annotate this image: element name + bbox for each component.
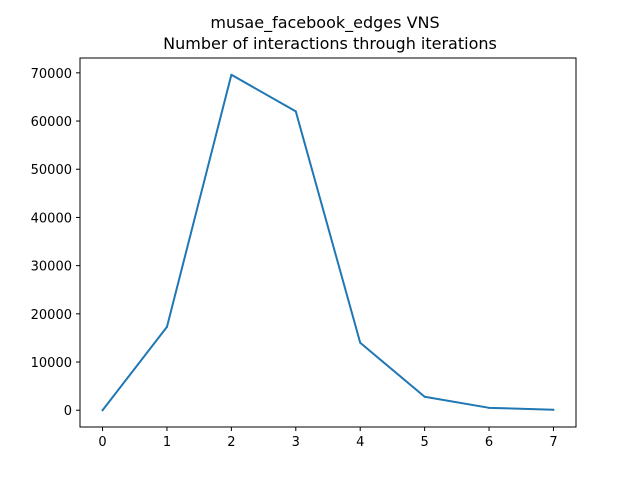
y-tick-label: 0 <box>64 404 72 419</box>
x-tick-label: 3 <box>292 435 300 450</box>
data-point <box>165 325 168 328</box>
x-tick-label: 5 <box>420 435 428 450</box>
y-axis: 0 10000 20000 30000 40000 50000 60000 70000 <box>31 67 80 419</box>
chart-subtitle: Number of interactions through iteration… <box>163 34 497 53</box>
x-tick-label: 1 <box>163 435 171 450</box>
y-tick-label: 70000 <box>31 67 72 82</box>
series-layer <box>101 73 555 412</box>
y-tick-label: 30000 <box>31 260 72 275</box>
data-point <box>294 110 297 113</box>
data-point <box>423 395 426 398</box>
data-point <box>101 409 104 412</box>
x-tick-label: 2 <box>227 435 235 450</box>
x-tick-label: 7 <box>549 435 557 450</box>
chart-title: musae_facebook_edges VNS <box>210 13 439 33</box>
y-tick-label: 40000 <box>31 211 72 226</box>
plot-area <box>79 57 577 428</box>
y-tick-label: 10000 <box>31 356 72 371</box>
x-tick-label: 6 <box>485 435 493 450</box>
y-tick-label: 20000 <box>31 308 72 323</box>
x-tick-label: 0 <box>98 435 106 450</box>
series-line-0 <box>101 73 555 412</box>
x-tick-label: 4 <box>356 435 364 450</box>
x-axis: 0 1 2 3 4 5 6 7 <box>98 427 558 450</box>
y-tick-label: 60000 <box>31 115 72 130</box>
data-point <box>230 73 233 76</box>
data-point <box>488 406 491 409</box>
y-tick-label: 50000 <box>31 163 72 178</box>
data-point <box>552 408 555 411</box>
data-point <box>359 341 362 344</box>
